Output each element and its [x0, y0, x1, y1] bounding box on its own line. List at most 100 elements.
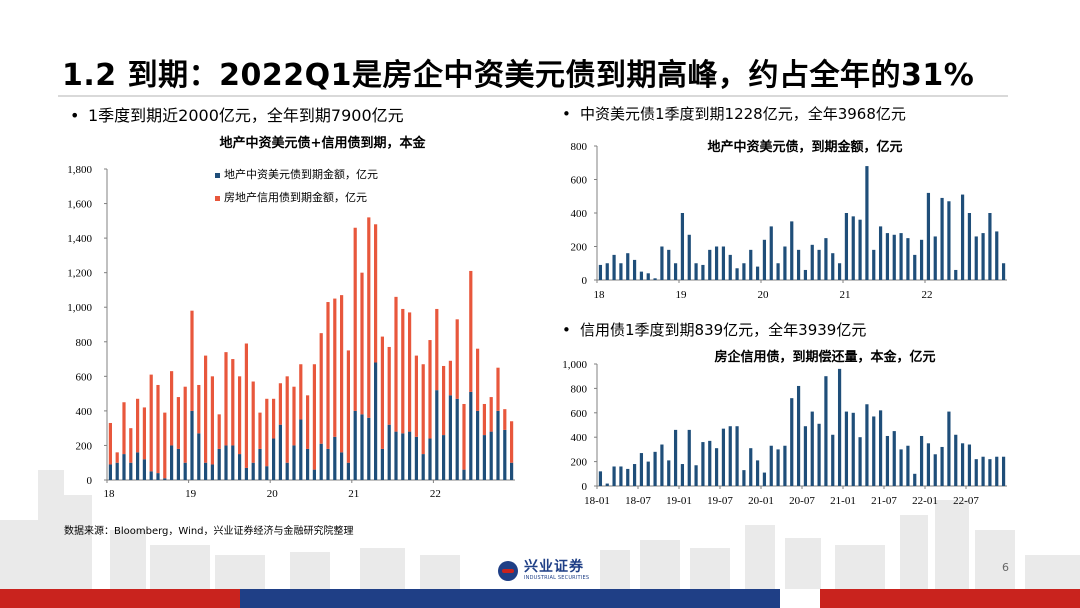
chart-3-bar-s1 — [769, 445, 773, 486]
chart-1-bar-s2 — [469, 270, 473, 392]
chart-3-bar-s1 — [749, 448, 753, 486]
chart-3-bar-s1 — [858, 437, 862, 486]
chart-3-x-tick-label: 19-01 — [666, 495, 692, 507]
chart-1-y-tick-label: 1,800 — [67, 164, 92, 176]
chart-1-bar-s2 — [428, 340, 432, 439]
chart-3-bar-s1 — [865, 404, 869, 486]
chart-2-bar-s1 — [960, 194, 965, 280]
chart-3-y-tick-label: 600 — [571, 408, 588, 420]
chart-3-bar-s1 — [673, 429, 678, 486]
chart-2-bar-s1 — [954, 269, 958, 280]
chart-1-bar-s1 — [176, 448, 180, 480]
chart-2-y-tick-label: 0 — [582, 275, 588, 287]
chart-1-x-tick-label: 18 — [104, 488, 116, 500]
chart-3-bar-s1 — [981, 456, 985, 486]
chart-3-bar-s1 — [626, 468, 630, 486]
chart-2-bar-s1 — [872, 249, 876, 280]
chart-3-bar-s1 — [714, 448, 719, 486]
chart-1-y-tick-label: 1,600 — [67, 199, 92, 211]
chart-1-title: 地产中资美元债+信用债到期，本金 — [219, 136, 426, 151]
chart-2-x-tick-label: 21 — [840, 289, 851, 301]
chart-2-bar-s1 — [673, 263, 678, 280]
chart-1-x-tick-label: 19 — [185, 488, 197, 500]
chart-1-bar-s2 — [170, 371, 174, 446]
chart-1-bar-s2 — [258, 412, 262, 449]
chart-3-title: 房企信用债，到期偿还量，本金，亿元 — [714, 350, 936, 365]
chart-2-title: 地产中资美元债，到期金额，亿元 — [707, 140, 903, 155]
chart-2-bar-s1 — [940, 197, 944, 280]
chart-3-bar-s1 — [960, 443, 965, 486]
chart-2-bar-s1 — [721, 246, 726, 280]
chart-2-bar-s1 — [783, 246, 787, 280]
chart-1-bar-s2 — [326, 302, 330, 449]
brand-logo-icon — [498, 560, 518, 581]
chart-2-bar-s1 — [646, 273, 650, 280]
chart-2-bar-s1 — [995, 231, 999, 280]
chart-1-bar-s1 — [108, 464, 112, 480]
chart-1-bar-s2 — [224, 352, 228, 446]
chart-2-x-tick-label: 18 — [594, 289, 606, 301]
chart-3-bar-s1 — [653, 451, 657, 486]
chart-1-bar-s1 — [244, 467, 248, 480]
chart-2-bar-s1 — [913, 254, 917, 281]
chart-1-bar-s2 — [401, 308, 405, 434]
chart-1-bar-s1 — [510, 462, 514, 480]
chart-1-bar-s1 — [428, 438, 432, 480]
chart-1-bar-s1 — [367, 417, 371, 480]
chart-3-x-tick-label: 22-07 — [953, 495, 979, 507]
chart-2-bar-s1 — [790, 221, 794, 281]
chart-1-bar-s2 — [503, 409, 507, 430]
chart-1-bar-s1 — [238, 454, 242, 480]
chart-3-bar-s1 — [612, 466, 616, 486]
chart-3-bar-s1 — [995, 456, 999, 486]
chart-1-bar-s2 — [183, 386, 187, 463]
chart-2-bar-s1 — [605, 263, 609, 280]
chart-1-bar-s2 — [306, 395, 310, 449]
chart-3-x-tick-label: 19-07 — [707, 495, 733, 507]
chart-1-bar-s1 — [122, 454, 126, 480]
chart-3-bar-s1 — [940, 446, 944, 486]
chart-1-bar-s1 — [333, 436, 337, 480]
chart-2-bar-s1 — [755, 266, 760, 280]
chart-3-bar-s1 — [988, 459, 992, 486]
chart-1-bar-s1 — [156, 473, 160, 480]
chart-3-bar-s1 — [619, 466, 623, 486]
chart-1-bar-s2 — [272, 398, 276, 439]
bullet-right-top: • 中资美元债1季度到期1228亿元，全年3968亿元 — [562, 103, 906, 124]
chart-1-legend-label: 地产中资美元债到期金额，亿元 — [224, 167, 378, 181]
chart-1-bar-s1 — [476, 410, 480, 480]
chart-1-y-tick-label: 1,200 — [67, 268, 92, 280]
chart-1-y-tick-label: 0 — [87, 475, 93, 487]
chart-2-bar-s1 — [817, 249, 821, 280]
chart-2-bar-s1 — [653, 278, 657, 280]
chart-2-bar-s1 — [626, 253, 630, 280]
chart-3-bar-s1 — [803, 426, 808, 486]
chart-3-bar-s1 — [632, 464, 637, 486]
chart-2-bar-s1 — [810, 244, 814, 280]
chart-1-y-tick-label: 400 — [76, 406, 93, 418]
chart-3-bar-s1 — [660, 444, 664, 486]
chart-2-bar-s1 — [598, 264, 603, 280]
chart-2-bar-s1 — [701, 264, 705, 280]
chart-2-x-tick-label: 20 — [758, 289, 770, 301]
chart-1-bar-s1 — [414, 436, 418, 480]
chart-1-x-tick-label: 20 — [267, 488, 279, 500]
chart-3-y-tick-label: 400 — [571, 432, 588, 444]
chart-1-bar-s2 — [190, 310, 194, 411]
chart-2-y-tick-label: 200 — [571, 242, 588, 254]
brand-logo-text: 兴业证券 — [524, 559, 584, 575]
chart-3-bar-s1 — [598, 471, 603, 486]
chart-1-bar-s2 — [136, 398, 140, 453]
chart-1-bar-s2 — [238, 376, 242, 455]
chart-1-y-tick-label: 600 — [76, 371, 93, 383]
chart-1-bar-s1 — [462, 469, 466, 480]
chart-1-bar-s2 — [285, 376, 289, 463]
chart-1-bar-s2 — [251, 381, 255, 463]
chart-3-bar-s1 — [831, 434, 835, 486]
chart-1-bar-s1 — [170, 445, 174, 480]
chart-1-bar-s1 — [442, 435, 446, 480]
chart-3-bar-s1 — [817, 423, 821, 486]
bullet-dot: • — [70, 106, 80, 125]
